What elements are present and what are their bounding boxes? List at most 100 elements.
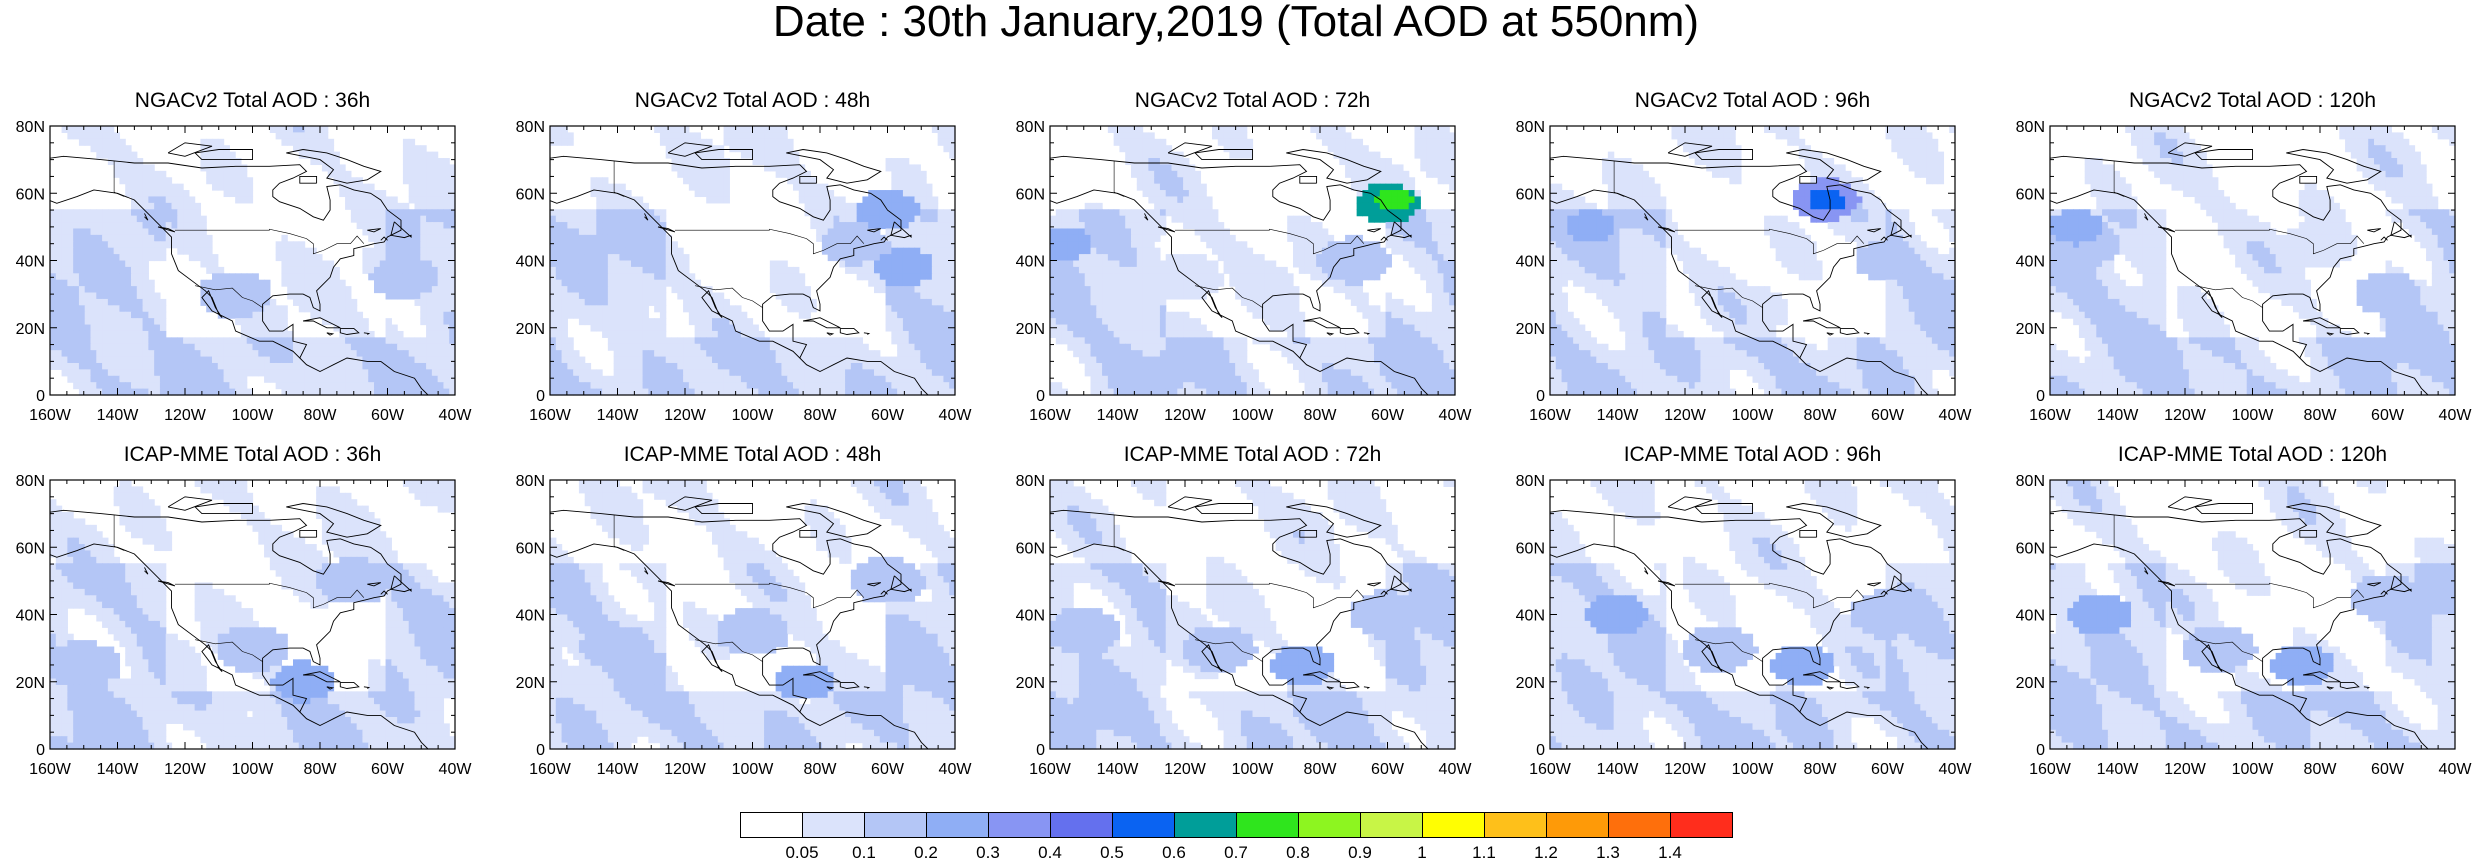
coastlines (2050, 142, 2429, 395)
page-title: Date : 30th January,2019 (Total AOD at 5… (772, 0, 1700, 46)
lon-label: 80W (1304, 407, 1338, 424)
lat-label: 0 (1036, 742, 1045, 759)
map-panels-grid: NGACv2 Total AOD : 36h 0 20N 40N 60N 80N 160W 1… (16, 90, 2472, 784)
lon-label: 60W (1371, 407, 1405, 424)
colorbar-label: 0.3 (976, 843, 1000, 862)
lat-label: 60N (1016, 540, 1045, 557)
coastlines (550, 142, 929, 395)
colorbar-label: 0.8 (1286, 843, 1310, 862)
lon-label: 60W (2371, 407, 2405, 424)
aod-field (550, 480, 956, 750)
coastlines (550, 496, 929, 749)
aod-field (1550, 480, 1956, 750)
colorbar-swatch (740, 812, 803, 838)
colorbar-label: 1.1 (1472, 843, 1496, 862)
lon-label: 40W (1439, 761, 1473, 778)
lat-label: 20N (16, 321, 45, 338)
lat-label: 20N (16, 675, 45, 692)
aod-field (1550, 126, 1956, 396)
lat-label: 80N (1516, 473, 1545, 490)
lon-label: 140W (2097, 407, 2140, 424)
lat-label: 60N (2016, 540, 2045, 557)
lat-label: 40N (1516, 608, 1545, 625)
lon-label: 100W (1732, 761, 1775, 778)
lat-label: 40N (1016, 254, 1045, 271)
lon-label: 80W (1804, 761, 1838, 778)
lon-label: 100W (2232, 407, 2275, 424)
lat-label: 80N (1016, 119, 1045, 136)
lon-label: 100W (232, 761, 275, 778)
lon-label: 120W (1664, 761, 1707, 778)
lon-label: 100W (1732, 407, 1775, 424)
lat-label: 60N (516, 540, 545, 557)
colorbar-label: 0.7 (1224, 843, 1248, 862)
lon-label: 140W (97, 407, 140, 424)
aod-map: 0 20N 40N 60N 80N 160W 140W 120W 100W 80W 60W 40W (1516, 119, 1973, 424)
map-panel: NGACv2 Total AOD : 96h 0 20N 40N 60N 80N 160W 1… (1500, 90, 2000, 430)
colorbar-swatch (1360, 812, 1423, 838)
colorbar-swatch (1484, 812, 1547, 838)
lon-label: 100W (732, 761, 775, 778)
lon-label: 40W (2439, 761, 2472, 778)
lon-label: 140W (97, 761, 140, 778)
lon-label: 100W (732, 407, 775, 424)
lon-label: 120W (1164, 407, 1207, 424)
lon-label: 80W (2304, 407, 2338, 424)
lon-label: 40W (1439, 407, 1473, 424)
aod-map: 0 20N 40N 60N 80N 160W 140W 120W 100W 80W 60W 40W (16, 473, 473, 778)
colorbar-label: 0.05 (785, 843, 819, 862)
lon-label: 40W (439, 761, 473, 778)
lon-label: 80W (304, 761, 338, 778)
lon-label: 60W (371, 761, 405, 778)
lon-label: 60W (371, 407, 405, 424)
lon-label: 100W (2232, 761, 2275, 778)
aod-map: 0 20N 40N 60N 80N 160W 140W 120W 100W 80W 60W 40W (2016, 119, 2472, 424)
lat-label: 40N (1516, 254, 1545, 271)
lat-label: 40N (2016, 254, 2045, 271)
lat-label: 0 (2036, 388, 2045, 405)
lon-label: 40W (939, 761, 973, 778)
map-panel: ICAP-MME Total AOD : 72h 0 20N 40N 60N 80N 160… (1000, 444, 1500, 784)
coastlines (1050, 142, 1429, 395)
lat-label: 40N (516, 254, 545, 271)
lat-label: 60N (1516, 186, 1545, 203)
map-panel: ICAP-MME Total AOD : 48h 0 20N 40N 60N 80N 160… (500, 444, 1000, 784)
lat-label: 0 (36, 388, 45, 405)
map-panel: NGACv2 Total AOD : 48h 0 20N 40N 60N 80N 160W 1… (500, 90, 1000, 430)
lon-label: 160W (1529, 761, 1572, 778)
lon-label: 60W (871, 761, 905, 778)
lon-label: 140W (2097, 761, 2140, 778)
lat-label: 20N (2016, 675, 2045, 692)
panel-title: ICAP-MME Total AOD : 36h (123, 443, 382, 466)
panel-title: ICAP-MME Total AOD : 48h (623, 443, 882, 466)
lon-label: 40W (1939, 407, 1973, 424)
lon-label: 120W (664, 407, 707, 424)
lon-label: 120W (164, 761, 207, 778)
lat-label: 0 (536, 742, 545, 759)
lon-label: 120W (1164, 761, 1207, 778)
lat-label: 60N (516, 186, 545, 203)
lon-label: 100W (232, 407, 275, 424)
aod-field (50, 480, 456, 750)
panel-title: ICAP-MME Total AOD : 72h (1123, 443, 1382, 466)
lon-label: 160W (1029, 761, 1072, 778)
lat-label: 40N (2016, 608, 2045, 625)
lat-label: 0 (1536, 742, 1545, 759)
colorbar-label: 1 (1417, 843, 1427, 862)
aod-field (1050, 126, 1456, 396)
lat-label: 20N (1516, 321, 1545, 338)
colorbar-label: 1.3 (1596, 843, 1620, 862)
lat-label: 60N (16, 186, 45, 203)
coastlines (1550, 496, 1929, 749)
lat-label: 80N (516, 119, 545, 136)
lon-label: 120W (2164, 761, 2207, 778)
lon-label: 160W (2029, 407, 2072, 424)
colorbar-label: 1.4 (1658, 843, 1682, 862)
coastlines (2050, 496, 2429, 749)
lat-label: 80N (1516, 119, 1545, 136)
lon-label: 120W (164, 407, 207, 424)
panel-title: NGACv2 Total AOD : 96h (1634, 89, 1871, 112)
lat-label: 0 (36, 742, 45, 759)
lon-label: 140W (1097, 407, 1140, 424)
lat-label: 20N (516, 675, 545, 692)
